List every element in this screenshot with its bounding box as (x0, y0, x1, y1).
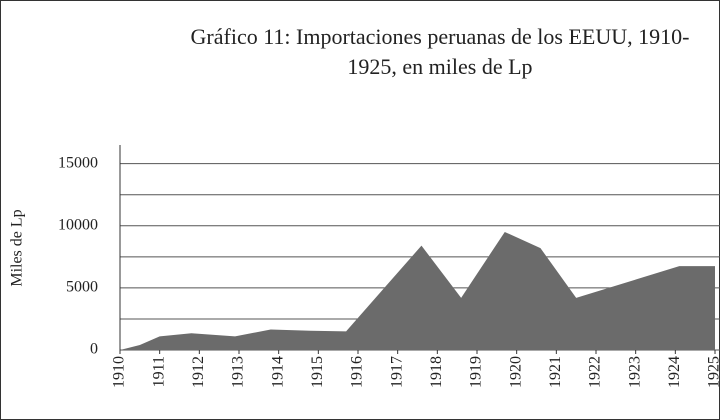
x-tick-label: 1924 (666, 356, 683, 388)
x-tick-label: 1912 (190, 356, 207, 388)
y-tick-label: 10000 (58, 216, 98, 233)
x-tick-label: 1918 (428, 356, 445, 388)
area (120, 231, 715, 350)
x-tick-label: 1913 (230, 356, 247, 388)
x-tick-label: 1925 (706, 356, 720, 388)
x-tick-label: 1910 (111, 356, 128, 388)
y-axis-label: Miles de Lp (9, 209, 26, 286)
x-tick-label: 1919 (468, 356, 485, 388)
y-tick-label: 5000 (66, 279, 98, 296)
x-tick-label: 1914 (269, 356, 286, 388)
chart-title: Gráfico 11: Importaciones peruanas de lo… (190, 24, 690, 79)
x-tick-label: 1911 (150, 356, 167, 387)
x-tick-label: 1917 (388, 356, 405, 388)
x-tick-label: 1920 (507, 356, 524, 388)
x-tick-label: 1921 (547, 356, 564, 388)
x-tick-label: 1922 (587, 356, 604, 388)
y-tick-label: 0 (90, 341, 98, 358)
y-tick-label: 15000 (58, 154, 98, 171)
x-tick-label: 1915 (309, 356, 326, 388)
x-tick-label: 1916 (349, 356, 366, 388)
x-tick-label: 1923 (626, 356, 643, 388)
